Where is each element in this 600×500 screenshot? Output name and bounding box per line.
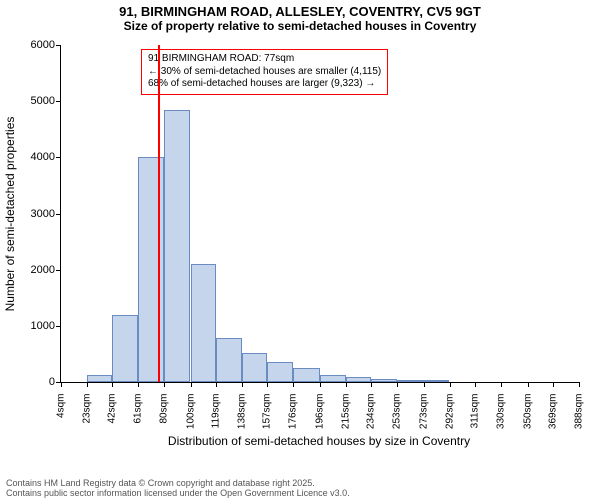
histogram-bar [112,315,138,382]
chart-plot-area: 91 BIRMINGHAM ROAD: 77sqm ← 30% of semi-… [60,45,579,383]
histogram-bar [293,368,320,382]
x-tick-mark [164,382,165,387]
x-tick-mark [112,382,113,387]
x-tick-label: 196sqm [315,394,326,430]
histogram-bar [371,379,397,382]
x-tick-mark [424,382,425,387]
chart-legend: 91 BIRMINGHAM ROAD: 77sqm ← 30% of semi-… [141,49,388,95]
x-tick-label: 215sqm [340,394,351,430]
x-tick-mark [475,382,476,387]
x-tick-label: 100sqm [185,394,196,430]
legend-line-2: ← 30% of semi-detached houses are smalle… [148,66,381,79]
x-tick-mark [450,382,451,387]
x-tick-label: 138sqm [236,394,247,430]
y-tick-mark [56,101,61,102]
chart-title: 91, BIRMINGHAM ROAD, ALLESLEY, COVENTRY,… [0,0,600,19]
x-tick-label: 253sqm [391,394,402,430]
x-tick-mark [293,382,294,387]
x-tick-mark [346,382,347,387]
x-tick-label: 330sqm [495,394,506,430]
histogram-bar [267,362,293,382]
footer-line-2: Contains public sector information licen… [6,488,350,498]
legend-line-3: 68% of semi-detached houses are larger (… [148,78,381,91]
x-tick-mark [267,382,268,387]
x-tick-mark [61,382,62,387]
footer-line-1: Contains HM Land Registry data © Crown c… [6,478,350,488]
x-tick-label: 119sqm [211,394,222,429]
x-tick-mark [320,382,321,387]
chart-footer: Contains HM Land Registry data © Crown c… [6,478,350,498]
x-tick-label: 42sqm [107,394,118,424]
histogram-bar [320,375,346,382]
legend-line-1: 91 BIRMINGHAM ROAD: 77sqm [148,53,381,66]
histogram-bar [242,353,268,382]
chart-subtitle: Size of property relative to semi-detach… [0,19,600,33]
y-tick-mark [56,214,61,215]
x-tick-mark [87,382,88,387]
histogram-bar [164,110,191,382]
x-tick-mark [138,382,139,387]
histogram-bar [397,380,424,382]
x-tick-mark [216,382,217,387]
x-tick-label: 4sqm [56,394,67,418]
x-tick-mark [191,382,192,387]
x-tick-label: 61sqm [132,394,143,424]
property-marker-line [158,45,160,382]
y-tick-mark [56,157,61,158]
x-tick-mark [397,382,398,387]
x-tick-mark [371,382,372,387]
x-tick-mark [553,382,554,387]
y-tick-mark [56,326,61,327]
y-axis-label: Number of semi-detached properties [3,116,17,311]
x-tick-mark [528,382,529,387]
x-tick-label: 234sqm [366,394,377,430]
x-tick-label: 292sqm [444,394,455,430]
histogram-bar [346,377,372,382]
x-tick-label: 80sqm [158,394,169,424]
histogram-bar [216,338,242,382]
histogram-bar [424,380,450,382]
histogram-bar [87,375,113,382]
x-axis-label: Distribution of semi-detached houses by … [60,434,578,448]
x-tick-mark [501,382,502,387]
x-tick-label: 388sqm [574,394,585,430]
x-tick-label: 157sqm [262,394,273,430]
x-tick-label: 273sqm [418,394,429,430]
x-tick-label: 23sqm [81,394,92,424]
y-tick-mark [56,270,61,271]
x-tick-label: 350sqm [522,394,533,430]
x-tick-mark [579,382,580,387]
y-tick-mark [56,45,61,46]
x-tick-label: 176sqm [288,394,299,430]
x-tick-label: 311sqm [470,394,481,429]
histogram-bar [191,264,217,382]
x-tick-mark [242,382,243,387]
x-tick-label: 369sqm [548,394,559,430]
